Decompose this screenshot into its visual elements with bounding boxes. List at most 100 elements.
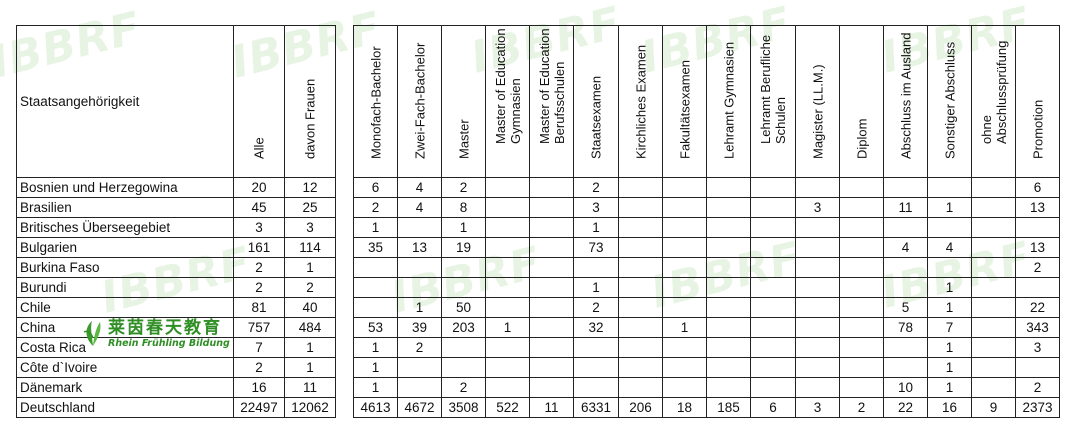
- degree-count-cell: [529, 377, 574, 398]
- degree-count-cell: [1015, 217, 1060, 238]
- country-cell: Bulgarien: [16, 237, 234, 258]
- degree-count-cell: 2: [441, 177, 486, 198]
- degree-count-cell: [750, 217, 796, 238]
- all-count-cell: 2: [233, 357, 285, 378]
- degree-count-cell: [662, 197, 707, 218]
- degree-count-cell: 1: [397, 297, 442, 318]
- degree-count-cell: [618, 177, 663, 198]
- degree-count-cell: [573, 357, 619, 378]
- degree-count-cell: [662, 357, 707, 378]
- degree-count-cell: [485, 177, 530, 198]
- women-count-cell: 11: [284, 377, 336, 398]
- degree-count-cell: [883, 277, 928, 298]
- degree-count-cell: 32: [573, 317, 619, 338]
- degree-count-cell: [397, 277, 442, 298]
- degree-count-cell: [618, 277, 663, 298]
- degree-count-cell: [441, 337, 486, 358]
- degree-count-cell: 16: [927, 397, 972, 418]
- country-cell: Brasilien: [16, 197, 234, 218]
- degree-count-cell: 185: [706, 397, 751, 418]
- degree-count-cell: [529, 317, 574, 338]
- country-cell: Chile: [16, 297, 234, 318]
- logo-english-text: Rhein Frühling Bildung: [108, 338, 230, 349]
- leaf-logo-icon: [83, 321, 101, 346]
- column-header: Fakultätsexamen: [662, 25, 707, 178]
- column-header: Staatsexamen: [573, 25, 619, 178]
- degree-count-cell: [353, 277, 398, 298]
- country-cell: Côte d`Ivoire: [16, 357, 234, 378]
- table-row: Burundi 2 2: [16, 277, 336, 298]
- degree-count-cell: 22: [883, 397, 928, 418]
- degree-count-cell: [883, 357, 928, 378]
- degree-count-cell: 11: [883, 197, 928, 218]
- table-row: 2: [353, 257, 1060, 278]
- column-header: Promotion: [1015, 25, 1060, 178]
- nationality-table: Staatsangehörigkeit Alle davon Frauen Bo…: [16, 25, 336, 418]
- degree-count-cell: [485, 237, 530, 258]
- degree-count-cell: [706, 317, 751, 338]
- degree-count-cell: 6: [750, 397, 796, 418]
- degree-count-cell: 13: [1015, 237, 1060, 258]
- degree-count-cell: [441, 257, 486, 278]
- degree-count-cell: [750, 377, 796, 398]
- degree-count-cell: [397, 217, 442, 238]
- degree-count-cell: 13: [397, 237, 442, 258]
- table-row: Chile 81 40: [16, 297, 336, 318]
- degree-count-cell: [971, 377, 1016, 398]
- degree-count-cell: [971, 217, 1016, 238]
- degree-count-cell: 8: [441, 197, 486, 218]
- degree-count-cell: [529, 217, 574, 238]
- degree-count-cell: 6: [1015, 177, 1060, 198]
- degree-count-cell: [573, 377, 619, 398]
- degree-count-cell: [618, 297, 663, 318]
- degree-count-cell: 9: [971, 397, 1016, 418]
- table-row: Britisches Überseegebiet 3 3: [16, 217, 336, 238]
- degree-count-cell: [795, 217, 840, 238]
- degree-count-cell: [750, 337, 796, 358]
- degree-count-cell: [618, 257, 663, 278]
- degree-count-cell: 203: [441, 317, 486, 338]
- degree-count-cell: 22: [1015, 297, 1060, 318]
- degree-count-cell: 1: [927, 377, 972, 398]
- degree-count-cell: [839, 297, 884, 318]
- all-count-cell: 161: [233, 237, 285, 258]
- degree-count-cell: 6: [353, 177, 398, 198]
- table-row: 53 39 203 1 32 1 78 7 343: [353, 317, 1060, 338]
- column-header: Master of Education Gymnasien: [485, 25, 530, 178]
- degree-count-cell: [1015, 357, 1060, 378]
- degree-count-cell: [662, 297, 707, 318]
- degree-count-cell: [971, 337, 1016, 358]
- degree-count-cell: [529, 177, 574, 198]
- degree-count-cell: [971, 237, 1016, 258]
- degree-count-cell: [706, 217, 751, 238]
- degree-count-cell: [706, 177, 751, 198]
- degree-count-cell: [971, 317, 1016, 338]
- table-row: Côte d`Ivoire 2 1: [16, 357, 336, 378]
- all-count-cell: 20: [233, 177, 285, 198]
- all-count-cell: 45: [233, 197, 285, 218]
- degree-count-cell: [662, 277, 707, 298]
- degree-count-cell: [485, 217, 530, 238]
- degree-count-cell: 1: [573, 277, 619, 298]
- degree-count-cell: [706, 237, 751, 258]
- degree-count-cell: 2: [1015, 257, 1060, 278]
- degree-count-cell: [795, 177, 840, 198]
- degree-count-cell: [706, 357, 751, 378]
- degree-count-cell: 35: [353, 237, 398, 258]
- degree-count-cell: [750, 197, 796, 218]
- degree-count-cell: [750, 317, 796, 338]
- degree-count-cell: [839, 317, 884, 338]
- degree-count-cell: [706, 197, 751, 218]
- degree-count-cell: [839, 177, 884, 198]
- degree-count-cell: 39: [397, 317, 442, 338]
- degree-count-cell: 2: [441, 377, 486, 398]
- degree-count-cell: 4: [397, 197, 442, 218]
- degree-count-cell: [795, 337, 840, 358]
- degree-count-cell: [618, 197, 663, 218]
- degree-count-cell: 1: [927, 357, 972, 378]
- degree-count-cell: [529, 257, 574, 278]
- degree-count-cell: [883, 177, 928, 198]
- degree-count-cell: [706, 277, 751, 298]
